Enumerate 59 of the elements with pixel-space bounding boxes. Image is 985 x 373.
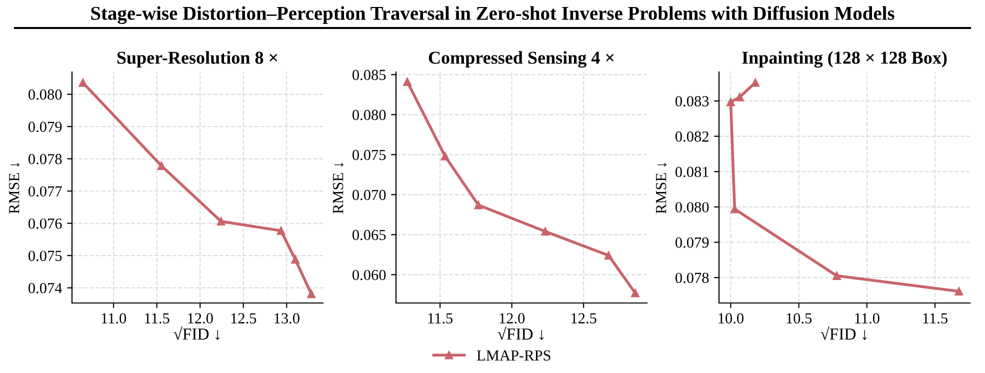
point — [216, 217, 226, 226]
point — [157, 162, 166, 170]
point — [726, 98, 735, 106]
y-tick-label: 0.081 — [675, 166, 708, 178]
point — [604, 251, 613, 260]
point — [403, 78, 412, 86]
x-tick-label: 13.0 — [274, 313, 300, 324]
y-axis-title: RMSE ↓ — [332, 163, 344, 214]
chart-title: Super-Resolution 8 × — [117, 51, 278, 68]
point — [291, 255, 300, 264]
y-tick-label: 0.079 — [675, 237, 709, 248]
x-tick-label: 10.0 — [718, 313, 744, 324]
x-tick-label: 12.0 — [500, 313, 525, 324]
x-tick-label: 12.5 — [231, 313, 256, 324]
text: Stage-wise Distortion–Perception Traversal in Zero-shot Inverse Problems with Diffusion Models — [91, 6, 894, 24]
x-tick-label: 10.5 — [786, 313, 812, 324]
point — [276, 226, 286, 235]
y-tick-label: 0.075 — [28, 250, 62, 262]
point — [307, 290, 316, 298]
x-tick-label: 11.0 — [855, 313, 880, 324]
y-tick-label: 0.085 — [352, 70, 386, 80]
x-axis-title: √FID ↓ — [174, 326, 220, 340]
point — [440, 152, 450, 160]
y-tick-label: 0.078 — [675, 272, 709, 284]
x-axis-title: √FID ↓ — [498, 326, 544, 340]
chart-title: Compressed Sensing 4 × — [428, 51, 614, 68]
y-tick-label: 0.074 — [28, 282, 62, 294]
legend-label: LMAP-RPS — [476, 350, 550, 361]
y-tick-label: 0.076 — [28, 218, 62, 229]
x-tick-label: 12.5 — [572, 313, 596, 324]
y-tick-label: 0.075 — [352, 150, 386, 160]
x-tick-label: 12.0 — [188, 313, 213, 324]
x-tick-label: 11.5 — [428, 313, 453, 324]
y-tick-label: 0.078 — [28, 154, 62, 164]
x-tick-label: 11.5 — [923, 313, 948, 324]
point — [631, 288, 640, 298]
y-tick-label: 0.080 — [28, 89, 62, 100]
point — [832, 272, 841, 280]
point — [78, 78, 88, 87]
y-tick-label: 0.080 — [675, 202, 709, 212]
point — [474, 200, 483, 210]
point — [751, 78, 760, 87]
y-axis-title: RMSE ↓ — [656, 163, 667, 214]
y-tick-label: 0.080 — [352, 110, 386, 120]
point — [541, 227, 550, 236]
x-tick-label: 11.0 — [102, 313, 126, 324]
x-tick-label: 11.5 — [145, 313, 170, 324]
point — [736, 92, 744, 102]
y-tick-label: 0.079 — [28, 122, 62, 132]
y-tick-label: 0.070 — [352, 190, 386, 200]
y-tick-label: 0.083 — [675, 96, 709, 106]
y-tick-label: 0.077 — [28, 186, 62, 197]
point — [954, 287, 964, 296]
chart-title: Inpainting (128 × 128 Box) — [742, 51, 947, 68]
y-tick-label: 0.082 — [675, 131, 708, 142]
y-tick-label: 0.065 — [352, 230, 386, 240]
x-axis-title: √FID ↓ — [820, 326, 867, 340]
y-tick-label: 0.060 — [352, 270, 386, 280]
y-axis-title: RMSE ↓ — [8, 163, 20, 214]
